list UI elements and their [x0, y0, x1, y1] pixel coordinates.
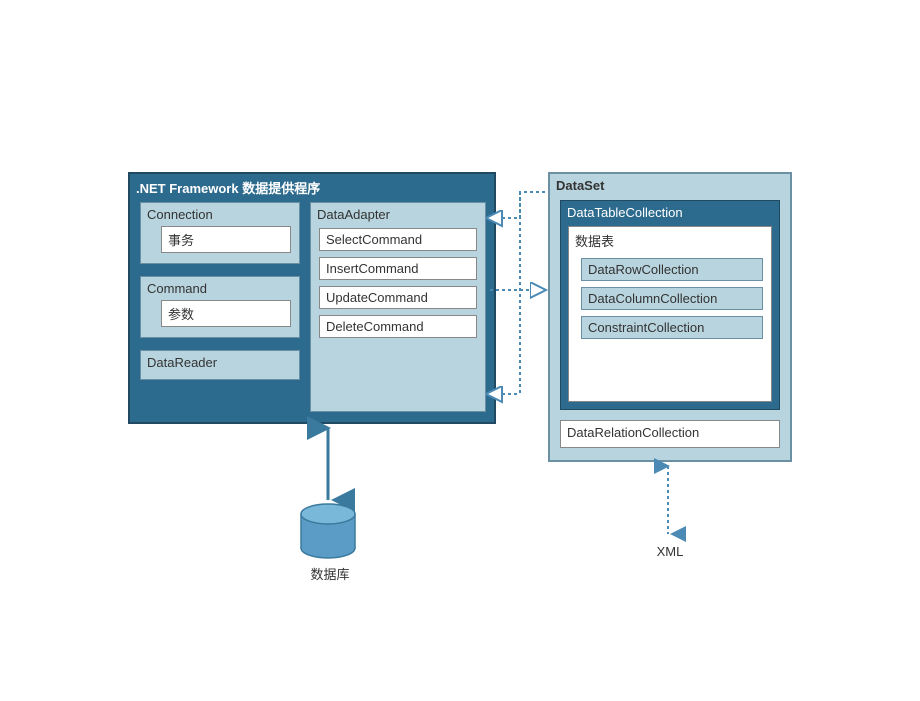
database-icon [301, 504, 355, 558]
database-label: 数据库 [300, 564, 360, 583]
arrow-top-dotted [490, 192, 546, 218]
xml-label: XML [650, 544, 690, 559]
connectors-svg [0, 0, 920, 701]
